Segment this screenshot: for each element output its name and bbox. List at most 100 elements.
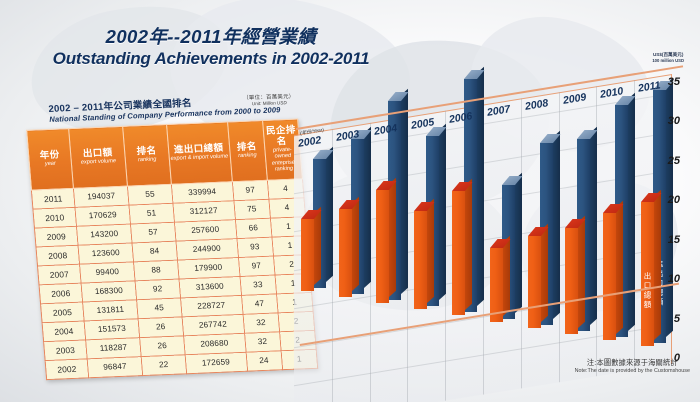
bar-export-volume-2008 <box>527 223 549 328</box>
y-tick-25: 25 <box>667 154 680 167</box>
bar-export-volume-2003 <box>338 197 360 298</box>
cell-year: 2011 <box>31 188 75 209</box>
bar-export-volume-2006 <box>452 178 473 316</box>
y-tick-30: 30 <box>667 115 680 128</box>
y-tick-15: 15 <box>667 233 680 246</box>
cell-ranking-export: 55 <box>127 183 173 205</box>
cell-export-volume: 151573 <box>84 318 140 340</box>
bar-side <box>616 200 624 334</box>
bar-face <box>414 211 428 310</box>
cell-ranking-total: 97 <box>237 255 275 277</box>
cell-export-volume: 96847 <box>87 356 143 378</box>
cell-ranking-total: 97 <box>231 179 269 201</box>
chart-y-axis: US$(百萬美元) 100 million USD 0 5 10 15 20 25 30 35 <box>646 52 690 364</box>
bar-export-volume-2011: 出口總額 <box>641 189 662 346</box>
cell-export-volume: 143200 <box>76 223 133 245</box>
cell-ranking-total: 32 <box>242 312 280 333</box>
bar-face <box>527 235 541 328</box>
table-body: 2011 194037 55 339994 97 4 2010 170629 51 312127 7… <box>31 178 318 380</box>
performance-table: 年份 year 出口額 export volume 排名 ranking 進出口… <box>26 119 318 380</box>
bar-side <box>476 66 484 307</box>
chart-plot-area: 進出口總額出口總額 200220032004200520062007200820… <box>294 65 684 402</box>
header-en: year <box>44 160 57 168</box>
cell-ranking-export: 84 <box>132 240 178 262</box>
bar-side <box>552 130 560 319</box>
bar-side <box>313 206 321 285</box>
bar-side <box>439 123 447 301</box>
cell-export-volume: 123600 <box>77 242 134 264</box>
y-tick-20: 20 <box>667 194 680 207</box>
bar-side <box>351 197 359 292</box>
cell-total-volume: 312127 <box>172 200 235 222</box>
cell-export-volume: 118287 <box>85 337 142 359</box>
bar-export-volume-2007 <box>489 235 511 322</box>
bar-export-volume-2009 <box>565 215 586 334</box>
cell-ranking-export: 22 <box>141 354 187 376</box>
column-header-ranking-total: 排名 ranking <box>227 120 268 182</box>
y-tick-5: 5 <box>673 312 680 325</box>
bar-side <box>502 235 510 316</box>
poster-title: 2002年--2011年經營業績 Outstanding Achievement… <box>46 26 376 69</box>
cell-total-volume: 228727 <box>180 295 243 317</box>
cell-total-volume: 244900 <box>175 238 238 260</box>
bar-face <box>452 190 465 316</box>
cell-year: 2008 <box>35 244 80 266</box>
cell-ranking-total: 33 <box>239 274 277 296</box>
cell-export-volume: 170629 <box>74 204 131 226</box>
bar-side <box>363 126 371 289</box>
bar-face <box>338 209 352 298</box>
bar-face <box>300 218 314 291</box>
cell-year: 2003 <box>43 339 88 361</box>
column-header-year: 年份 year <box>26 128 74 190</box>
cell-ranking-export: 26 <box>139 335 185 357</box>
cell-year: 2004 <box>42 320 86 342</box>
cell-year: 2009 <box>34 225 78 247</box>
cell-year: 2010 <box>32 207 77 228</box>
cell-ranking-export: 88 <box>133 259 179 281</box>
bar-side <box>514 172 522 313</box>
cell-ranking-export: 45 <box>136 297 182 319</box>
bar-side <box>540 223 548 322</box>
y-axis-unit-label: US$(百萬美元) 100 million USD <box>652 52 684 63</box>
y-unit-en: 100 million USD <box>652 58 684 63</box>
source-note-chinese: 注:本圖數據來源于海關統計 <box>586 358 678 367</box>
cell-ranking-total: 47 <box>241 293 278 314</box>
cell-export-volume: 194037 <box>73 185 130 208</box>
cell-year: 2006 <box>39 282 83 304</box>
cell-ranking-total: 66 <box>234 217 272 239</box>
cell-ranking-total: 75 <box>233 198 271 220</box>
y-tick-0: 0 <box>673 352 680 364</box>
y-tick-10: 10 <box>667 273 680 286</box>
bar-face <box>489 247 503 322</box>
bar-export-volume-2010 <box>603 200 624 340</box>
header-en: export & import volume <box>170 153 229 162</box>
header-en: ranking <box>137 156 157 164</box>
cell-ranking-export: 57 <box>130 221 176 243</box>
cell-total-volume: 257600 <box>173 219 237 241</box>
bar-face <box>603 212 617 340</box>
cell-export-volume: 168300 <box>81 280 137 302</box>
bar-face <box>565 227 579 334</box>
cell-total-volume: 313600 <box>178 276 242 298</box>
performance-table-panel: 2002 – 2011年公司業績全國排名 National Standing o… <box>24 93 318 380</box>
bar-face <box>641 201 654 346</box>
bar-side <box>389 177 397 298</box>
cell-ranking-export: 51 <box>129 202 174 224</box>
bar-side <box>465 178 472 310</box>
cell-ranking-export: 92 <box>135 278 181 300</box>
header-en: ranking <box>238 152 257 160</box>
cell-ranking-total: 24 <box>245 350 283 371</box>
bar-export-volume-2002 <box>300 206 322 291</box>
bar-chart: 進出口總額出口總額 200220032004200520062007200820… <box>286 34 696 402</box>
cell-total-volume: 172659 <box>184 351 248 374</box>
bar-label-export-volume: 出口總額 <box>643 272 652 310</box>
chart-source-note: 注:本圖數據來源于海關統計 Note:The date is provided … <box>575 358 690 374</box>
cell-total-volume: 179900 <box>177 257 240 279</box>
title-english: Outstanding Achievements in 2002-2011 <box>52 49 370 68</box>
bar-export-volume-2005 <box>414 198 435 310</box>
source-note-english: Note:The date is provided by the Customs… <box>574 368 690 374</box>
column-header-export-volume: 出口額 export volume <box>68 126 128 189</box>
cell-year: 2002 <box>45 358 89 380</box>
cell-total-volume: 339994 <box>170 181 234 203</box>
